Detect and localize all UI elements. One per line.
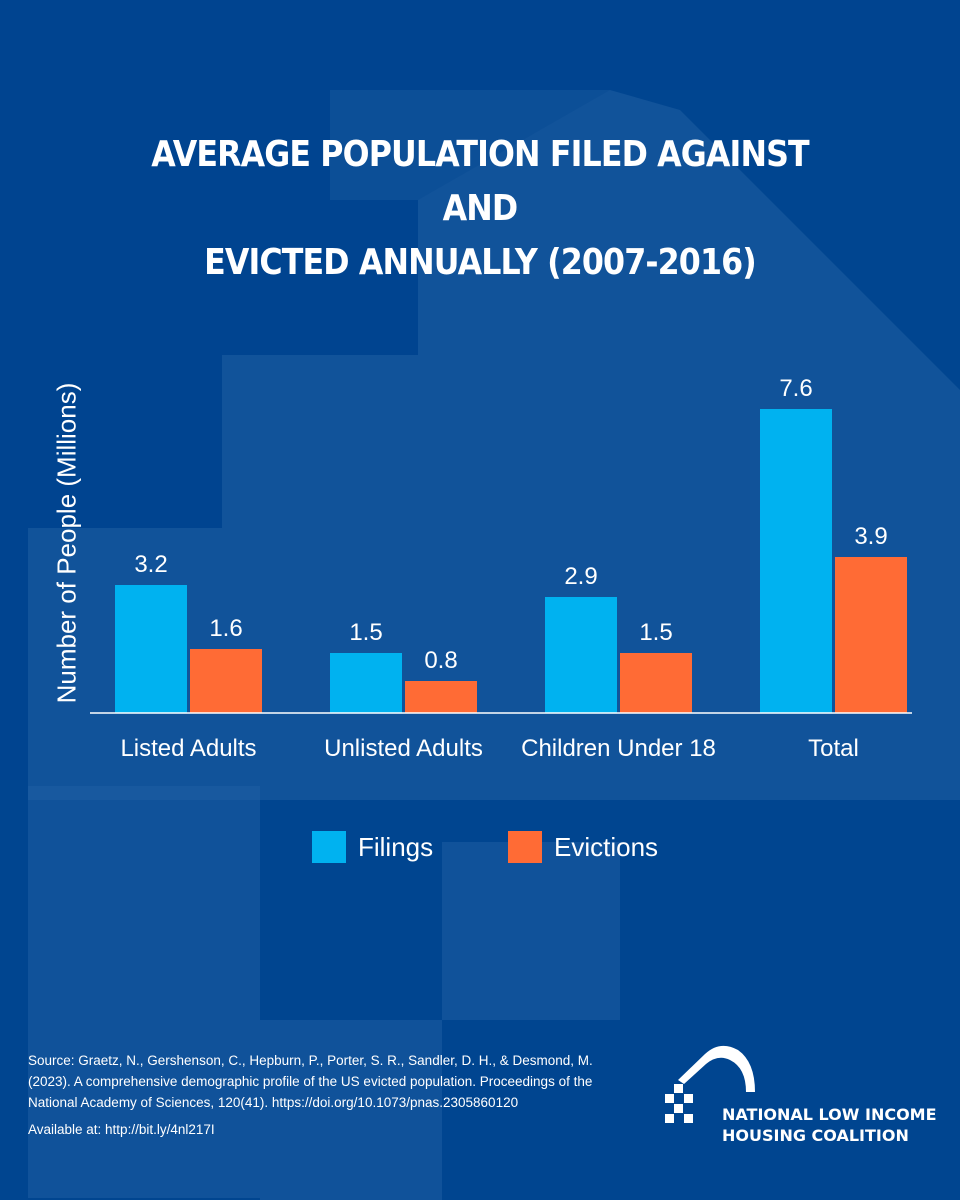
chart-title-line-2: EVICTED ANNUALLY (2007-2016) xyxy=(204,242,757,283)
legend-swatch-evictions xyxy=(508,831,542,863)
source-link: Available at: http://bit.ly/4nl217I xyxy=(28,1122,215,1137)
bg-house-shape xyxy=(28,90,960,800)
bg-square xyxy=(28,786,260,1198)
organization-name: NATIONAL LOW INCOME HOUSING COALITION xyxy=(722,1104,937,1146)
legend-label-filings: Filings xyxy=(358,831,434,862)
bg-square xyxy=(442,842,620,1020)
bar-evictions-unlisted-adults xyxy=(405,681,477,713)
bar-filings-children-under-18 xyxy=(545,597,617,713)
house-logo-icon xyxy=(665,1045,755,1123)
organization-name-line-2: HOUSING COALITION xyxy=(722,1126,909,1145)
bar-evictions-total xyxy=(835,557,907,713)
bar-evictions-children-under-18 xyxy=(620,653,692,713)
data-label-filings-total: 7.6 xyxy=(779,375,812,402)
chart-title-line-1: AVERAGE POPULATION FILED AGAINST AND xyxy=(151,134,809,229)
data-label-evictions-total: 3.9 xyxy=(854,523,887,550)
data-label-filings-listed-adults: 3.2 xyxy=(134,551,167,578)
bg-square xyxy=(260,1020,442,1200)
bar-filings-unlisted-adults xyxy=(330,653,402,713)
chart-title: AVERAGE POPULATION FILED AGAINST AND EVI… xyxy=(128,128,832,290)
legend-item-filings: Filings xyxy=(312,830,433,864)
legend-label-evictions: Evictions xyxy=(554,831,659,862)
data-label-evictions-listed-adults: 1.6 xyxy=(209,615,242,642)
x-tick-label-listed-adults: Listed Adults xyxy=(120,735,256,762)
data-label-evictions-unlisted-adults: 0.8 xyxy=(424,647,457,674)
legend-swatch-filings xyxy=(312,831,346,863)
data-label-evictions-children-under-18: 1.5 xyxy=(639,619,672,646)
x-tick-label-total: Total xyxy=(808,735,859,762)
legend-item-evictions: Evictions xyxy=(508,830,658,864)
x-tick-label-unlisted-adults: Unlisted Adults xyxy=(324,735,483,762)
x-tick-label-children-under-18: Children Under 18 xyxy=(521,735,716,762)
bar-evictions-listed-adults xyxy=(190,649,262,713)
data-label-filings-unlisted-adults: 1.5 xyxy=(349,619,382,646)
data-label-filings-children-under-18: 2.9 xyxy=(564,563,597,590)
organization-name-line-1: NATIONAL LOW INCOME xyxy=(722,1105,937,1124)
bar-filings-listed-adults xyxy=(115,585,187,713)
bar-filings-total xyxy=(760,409,832,713)
source-citation: Source: Graetz, N., Gershenson, C., Hepb… xyxy=(28,1053,593,1110)
bg-stair-shadow xyxy=(0,0,960,780)
